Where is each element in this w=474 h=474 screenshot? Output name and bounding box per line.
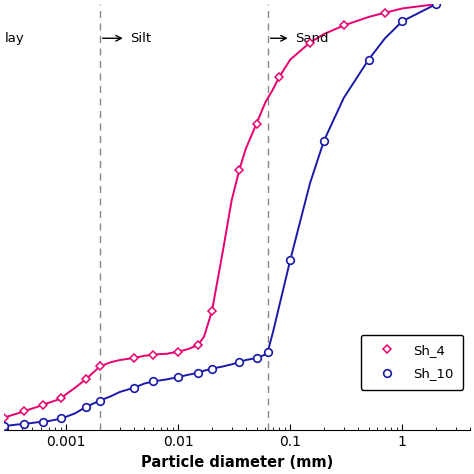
Sh_10 [151,379,156,384]
Sh_10 [265,349,271,355]
Sh_10 [97,398,103,403]
Sh_10 [131,385,137,391]
Sh_4 [131,355,137,361]
Sh_10 [237,359,242,365]
Sh_4 [341,23,346,28]
Sh_4 [175,349,181,355]
Legend: Sh_4, Sh_10: Sh_4, Sh_10 [361,335,463,390]
Sh_4 [254,121,259,127]
Sh_10 [287,257,293,263]
Sh_10 [321,138,327,144]
Text: Silt: Silt [130,32,151,45]
Sh_10 [175,374,181,380]
Sh_4 [83,376,89,382]
Sh_4 [97,364,103,369]
Sh_4 [433,1,439,7]
Sh_10 [254,355,259,361]
X-axis label: Particle diameter (mm): Particle diameter (mm) [141,455,333,470]
Sh_4 [382,10,388,16]
Sh_10 [433,1,439,7]
Text: Sand: Sand [295,32,328,45]
Line: Sh_10: Sh_10 [0,0,440,430]
Sh_10 [209,366,215,372]
Sh_4 [40,402,46,408]
Sh_10 [40,419,46,425]
Sh_4 [1,415,7,420]
Sh_4 [209,308,215,314]
Sh_10 [83,404,89,410]
Line: Sh_4: Sh_4 [1,1,439,421]
Sh_10 [400,18,405,24]
Sh_4 [276,74,282,80]
Sh_10 [21,421,27,427]
Sh_4 [237,168,242,173]
Sh_4 [307,40,313,46]
Sh_4 [195,342,201,348]
Sh_10 [1,423,7,429]
Sh_4 [151,352,156,357]
Text: lay: lay [5,32,25,45]
Sh_10 [366,57,372,63]
Sh_10 [58,416,64,421]
Sh_4 [21,409,27,414]
Sh_10 [195,370,201,376]
Sh_4 [58,396,64,401]
